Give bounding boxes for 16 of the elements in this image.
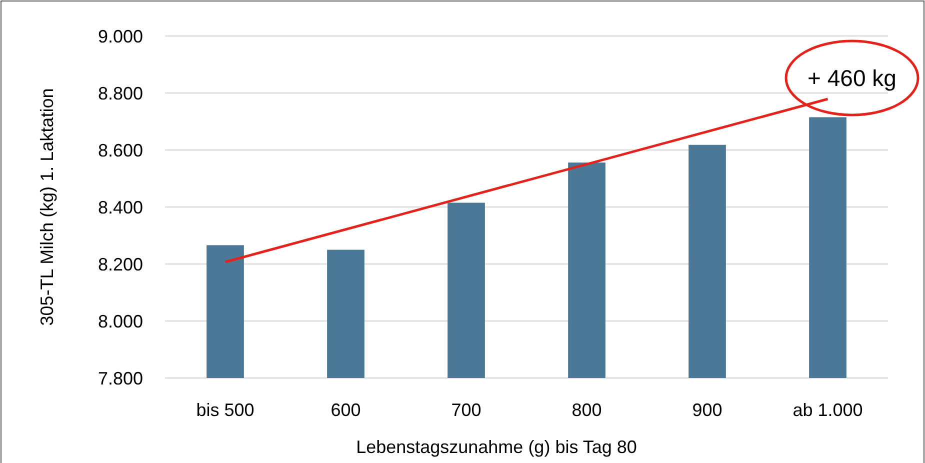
y-tick-label: 8.400 <box>98 197 143 218</box>
x-tick-label: 600 <box>330 400 361 420</box>
annotation: + 460 kg <box>808 65 896 92</box>
y-tick-label: 8.800 <box>98 83 143 104</box>
y-tick-label: 8.600 <box>98 140 143 160</box>
x-tick-label: 800 <box>572 400 602 420</box>
x-tick-label: bis 500 <box>196 400 254 420</box>
y-axis-title: 305-TL Milch (kg) 1. Laktation <box>37 88 57 326</box>
x-tick-label: 900 <box>692 400 722 420</box>
x-axis-title: Lebenstagszunahme (g) bis Tag 80 <box>356 437 637 457</box>
y-tick-label: 7.800 <box>98 368 143 388</box>
x-tick-label: ab 1.000 <box>792 400 863 420</box>
y-tick-label: 8.200 <box>98 254 143 274</box>
y-tick-label: 9.000 <box>98 26 143 46</box>
y-tick-label: 8.000 <box>98 311 143 332</box>
x-tick-label: 700 <box>451 400 482 420</box>
